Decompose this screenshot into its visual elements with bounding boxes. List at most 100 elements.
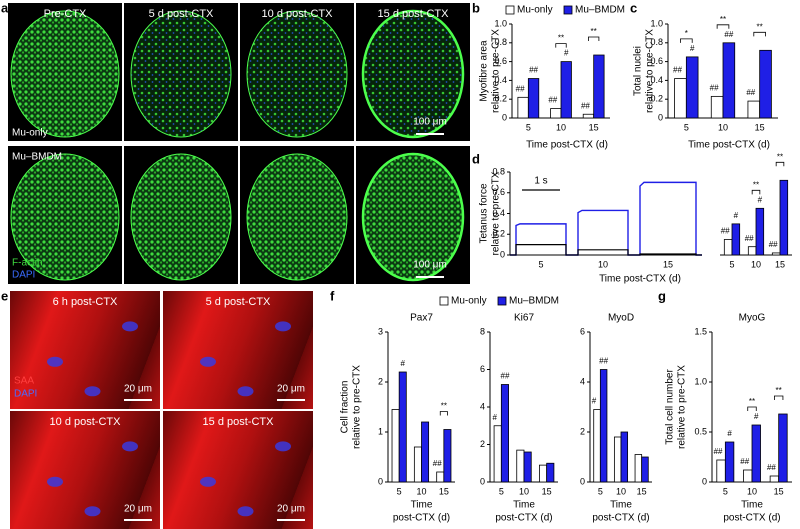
trace-label: 15 bbox=[663, 259, 673, 269]
panel-letter: e bbox=[1, 288, 8, 303]
x-axis-label: Time post-CTX (d) bbox=[688, 140, 770, 151]
bar bbox=[716, 459, 726, 483]
significance-mark: ## bbox=[746, 88, 755, 97]
row-label: Mu-only bbox=[12, 128, 48, 139]
y-tick-label: 1.0 bbox=[694, 376, 707, 386]
y-tick-label: 0.4 bbox=[492, 208, 505, 218]
nucleus bbox=[47, 476, 63, 487]
y-tick-label: 6 bbox=[480, 364, 485, 374]
micrograph bbox=[10, 291, 160, 409]
legend-swatch bbox=[439, 296, 449, 306]
y-tick-label: 0.2 bbox=[494, 94, 507, 104]
x-tick-label: 10 bbox=[616, 486, 626, 496]
image-title: 6 h post-CTX bbox=[53, 296, 118, 308]
y-tick-label: 4 bbox=[580, 376, 585, 386]
x-tick-label: 15 bbox=[542, 486, 552, 496]
x-tick-label: 5 bbox=[526, 122, 531, 132]
legend-swatch bbox=[497, 296, 507, 306]
y-tick-label: 0.2 bbox=[492, 229, 505, 239]
y-tick-label: 6 bbox=[580, 326, 585, 336]
y-tick-label: 0.8 bbox=[494, 37, 507, 47]
comparison-bracket bbox=[555, 43, 567, 48]
x-tick-label: 15 bbox=[589, 122, 599, 132]
muscle-section bbox=[10, 153, 120, 281]
bar bbox=[769, 475, 780, 483]
bar bbox=[710, 95, 724, 119]
legend-label: Mu-only bbox=[517, 5, 553, 16]
significance-mark: ## bbox=[501, 372, 510, 381]
panel-letter: g bbox=[658, 288, 666, 303]
bar bbox=[593, 54, 605, 119]
x-axis-label: post-CTX (d) bbox=[393, 513, 450, 524]
comparison-bracket bbox=[774, 395, 784, 400]
bar bbox=[779, 179, 789, 256]
micrograph bbox=[10, 411, 160, 529]
nucleus bbox=[237, 506, 254, 517]
y-tick-label: 0 bbox=[702, 476, 707, 486]
x-axis-label: Time post-CTX (d) bbox=[599, 274, 681, 285]
comparison-bracket bbox=[588, 36, 600, 42]
bar bbox=[771, 252, 781, 256]
bar bbox=[620, 431, 629, 483]
legend-label: Mu–BMDM bbox=[509, 296, 559, 307]
significance-mark: ## bbox=[548, 96, 557, 105]
x-tick-label: 15 bbox=[774, 486, 784, 496]
y-axis-label: relative to pre-CTX bbox=[677, 365, 688, 449]
nucleus bbox=[122, 321, 138, 332]
y-tick-label: 0.4 bbox=[650, 75, 663, 85]
y-tick-label: 0.6 bbox=[494, 56, 507, 66]
panel-letter: a bbox=[1, 0, 9, 15]
significance-mark: ## bbox=[767, 463, 776, 472]
scale-bar-label: 100 μm bbox=[413, 260, 447, 271]
significance-mark: # bbox=[758, 195, 763, 204]
subplot-title: Ki67 bbox=[514, 313, 534, 324]
y-tick-label: 0.6 bbox=[650, 56, 663, 66]
y-tick-label: 3 bbox=[378, 326, 383, 336]
bar bbox=[747, 246, 757, 256]
y-tick-label: 0 bbox=[502, 112, 507, 122]
nucleus bbox=[275, 441, 291, 452]
significance-mark: ## bbox=[516, 84, 525, 93]
bar bbox=[391, 409, 400, 483]
y-tick-label: 2 bbox=[580, 426, 585, 436]
bar bbox=[443, 429, 452, 483]
comparison-bracket bbox=[747, 406, 757, 411]
comparison-bracket bbox=[439, 411, 448, 416]
bar bbox=[516, 449, 525, 483]
y-tick-label: 4 bbox=[480, 401, 485, 411]
y-axis-label: Total cell number bbox=[665, 369, 676, 445]
bar bbox=[751, 424, 761, 483]
muscle-section bbox=[361, 152, 465, 282]
x-axis-label: Time bbox=[513, 500, 535, 511]
column-title: 10 d post-CTX bbox=[262, 8, 334, 20]
y-tick-label: 0.2 bbox=[650, 94, 663, 104]
x-tick-label: 10 bbox=[416, 486, 426, 496]
row-label: Mu–BMDM bbox=[12, 152, 62, 163]
panel-letter: f bbox=[330, 288, 335, 303]
panel-letter: b bbox=[472, 0, 480, 15]
bar bbox=[722, 42, 736, 119]
nucleus bbox=[84, 506, 101, 517]
column-title: 15 d post-CTX bbox=[378, 8, 450, 20]
muscle-section bbox=[130, 153, 232, 281]
significance-mark: ## bbox=[710, 83, 719, 92]
bar bbox=[723, 239, 733, 256]
significance-mark: ## bbox=[745, 234, 754, 243]
nucleus bbox=[275, 321, 291, 332]
comparison-mark: ** bbox=[776, 386, 782, 395]
bar bbox=[685, 56, 699, 119]
y-axis-label: Tetanus force bbox=[479, 183, 490, 243]
column-title: 5 d post-CTX bbox=[149, 8, 214, 20]
nucleus bbox=[237, 386, 254, 397]
significance-mark: # bbox=[592, 397, 597, 406]
y-tick-label: 0 bbox=[500, 249, 505, 259]
significance-mark: # bbox=[564, 49, 569, 58]
x-tick-label: 10 bbox=[747, 486, 757, 496]
y-axis-label: Cell fraction bbox=[340, 381, 351, 434]
y-tick-label: 1.0 bbox=[494, 18, 507, 28]
stain-label: DAPI bbox=[14, 389, 37, 400]
x-axis-label: Time bbox=[741, 500, 763, 511]
image-title: 15 d post-CTX bbox=[203, 416, 275, 428]
x-tick-label: 10 bbox=[556, 122, 566, 132]
y-tick-label: 1.0 bbox=[650, 18, 663, 28]
